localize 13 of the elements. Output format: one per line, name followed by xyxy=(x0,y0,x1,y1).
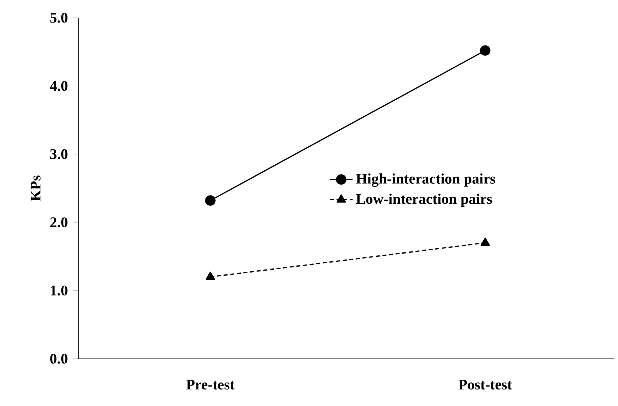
y-axis-title: KPs xyxy=(31,176,41,202)
x-tick-label: Post-test xyxy=(458,380,512,390)
y-tick-label: 0.0 xyxy=(50,354,68,364)
y-tick-label: 2.0 xyxy=(50,218,68,228)
x-tick-label: Pre-test xyxy=(186,380,235,390)
y-tick-label: 3.0 xyxy=(50,149,68,160)
legend-label: High-interaction pairs xyxy=(356,174,496,188)
point xyxy=(205,196,216,206)
legend-label: Low-interaction pairs xyxy=(356,194,492,208)
point xyxy=(480,45,491,56)
y-tick-label: 5.0 xyxy=(50,13,68,23)
y-tick-label: 4.0 xyxy=(50,81,68,92)
y-tick-label: 1.0 xyxy=(51,286,68,296)
